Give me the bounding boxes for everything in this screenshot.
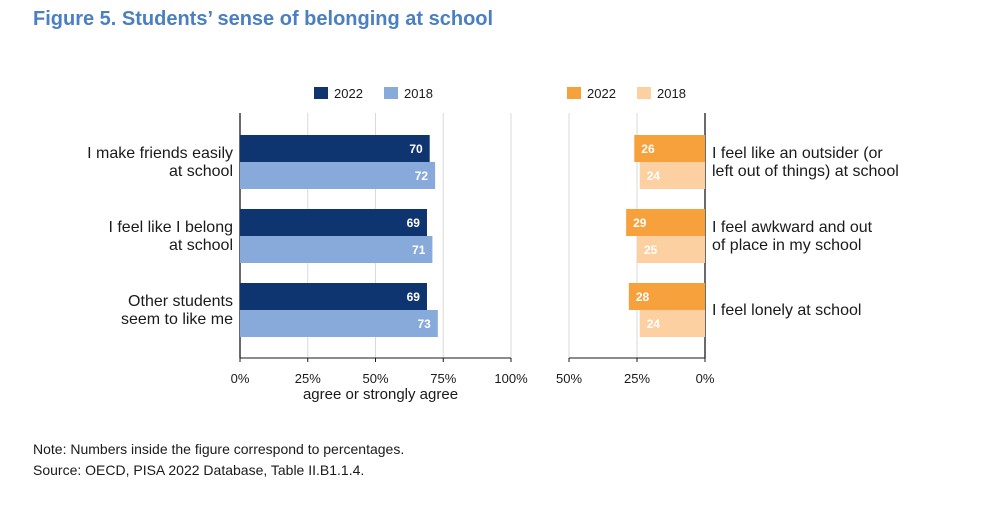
category-label: I feel lonely at school xyxy=(712,302,861,319)
category-label: left out of things) at school xyxy=(712,163,899,180)
bar-left-2018 xyxy=(240,236,433,263)
x-tick-label: 50% xyxy=(556,371,582,386)
bar-right-2022 xyxy=(626,209,705,236)
legend-swatch-left-2018 xyxy=(384,87,398,99)
x-tick-label: 0% xyxy=(231,371,250,386)
bar-value-label: 25 xyxy=(644,243,658,257)
bar-value-label: 71 xyxy=(412,243,426,257)
category-label: at school xyxy=(169,237,233,254)
bar-left-2022 xyxy=(240,283,427,310)
category-label: seem to like me xyxy=(121,311,233,328)
legend-swatch-left-2022 xyxy=(314,87,328,99)
bar-left-2018 xyxy=(240,162,436,189)
figure-note: Note: Numbers inside the figure correspo… xyxy=(33,441,405,457)
category-label: at school xyxy=(169,163,233,180)
category-label: I feel like I belong xyxy=(108,219,233,236)
category-label: of place in my school xyxy=(712,237,861,254)
bar-left-2018 xyxy=(240,310,438,337)
x-tick-label: 50% xyxy=(362,371,388,386)
x-tick-label: 0% xyxy=(696,371,715,386)
bar-value-label: 24 xyxy=(647,169,661,183)
x-tick-label: 25% xyxy=(624,371,650,386)
x-tick-label: 25% xyxy=(295,371,321,386)
bar-left-2022 xyxy=(240,135,430,162)
category-label: I feel like an outsider (or xyxy=(712,145,883,162)
figure-source: Source: OECD, PISA 2022 Database, Table … xyxy=(33,462,365,478)
x-axis-label: agree or strongly agree xyxy=(303,386,458,403)
bar-value-label: 29 xyxy=(633,216,647,230)
legend-label: 2022 xyxy=(587,86,616,101)
bar-right-2018 xyxy=(639,310,705,337)
bar-right-2022 xyxy=(628,283,705,310)
category-label: I feel awkward and out xyxy=(712,219,873,236)
x-tick-label: 100% xyxy=(494,371,528,386)
bar-value-label: 73 xyxy=(417,317,431,331)
bar-value-label: 70 xyxy=(409,142,423,156)
bar-right-2018 xyxy=(639,162,705,189)
bar-value-label: 69 xyxy=(407,290,421,304)
bar-value-label: 69 xyxy=(407,216,421,230)
category-label: Other students xyxy=(128,293,233,310)
bar-left-2022 xyxy=(240,209,427,236)
x-tick-label: 75% xyxy=(430,371,456,386)
legend-swatch-right-2022 xyxy=(567,87,581,99)
bar-value-label: 72 xyxy=(415,169,429,183)
legend-label: 2018 xyxy=(657,86,686,101)
figure-title: Figure 5. Students’ sense of belonging a… xyxy=(33,8,494,30)
bar-value-label: 26 xyxy=(641,142,655,156)
legend-swatch-right-2018 xyxy=(637,87,651,99)
bar-right-2022 xyxy=(634,135,705,162)
bar-value-label: 24 xyxy=(647,317,661,331)
bar-right-2018 xyxy=(637,236,705,263)
category-label: I make friends easily xyxy=(87,145,233,162)
bar-value-label: 28 xyxy=(636,290,650,304)
legend-label: 2022 xyxy=(334,86,363,101)
legend-label: 2018 xyxy=(404,86,433,101)
